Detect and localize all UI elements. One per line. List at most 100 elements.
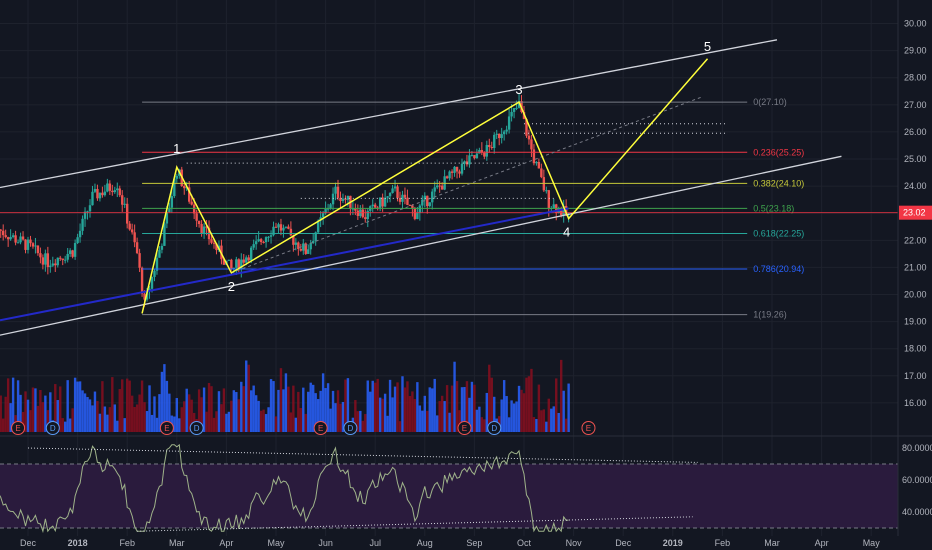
price-channel[interactable] — [0, 39, 842, 336]
candle-body — [396, 186, 399, 198]
volume-bar — [455, 381, 459, 432]
volume-bar — [428, 387, 431, 432]
volume-bar — [250, 390, 253, 432]
volume-bar — [4, 396, 7, 432]
candle-body — [545, 190, 548, 192]
volume-bar — [158, 394, 161, 432]
candle-body — [130, 229, 134, 233]
time-tick-label: Dec — [20, 538, 37, 548]
volume-bar — [542, 409, 546, 432]
volume-bar — [175, 398, 178, 432]
volume-bar — [254, 395, 258, 432]
volume-bar — [121, 379, 124, 432]
volume-bar — [165, 380, 169, 432]
volume-bar — [418, 405, 422, 432]
volume-bar — [269, 379, 273, 432]
volume-bar — [431, 388, 434, 432]
price-axis[interactable]: 16.0017.0018.0019.0020.0021.0022.0023.00… — [897, 0, 932, 536]
volume-bar — [41, 402, 45, 432]
earnings-marker — [457, 421, 472, 435]
candle-body — [158, 249, 161, 258]
candle-body — [96, 188, 99, 199]
elliott-wave[interactable]: 1 2 3 4 5 — [141, 39, 711, 314]
volume-bar — [188, 394, 191, 432]
time-tick-label: Mar — [169, 538, 185, 548]
earnings-marker — [313, 421, 328, 435]
rsi-tick-label: 40.0000 — [902, 507, 932, 517]
volume-bar — [237, 399, 240, 432]
volume-bar — [245, 360, 248, 432]
volume-bar — [61, 418, 64, 432]
candle-body — [103, 191, 107, 196]
wave-path — [141, 58, 709, 314]
volume-bar — [279, 368, 283, 432]
candle-body — [356, 210, 360, 216]
volume-bar — [264, 414, 268, 432]
volume-bar — [73, 377, 77, 432]
volume-bar — [530, 368, 533, 432]
volume-bar — [86, 397, 89, 432]
volume-bar — [34, 388, 37, 432]
volume-bar — [180, 407, 183, 432]
fib-level-label: 0.5(23.18) — [753, 203, 794, 213]
volume-bar — [525, 377, 528, 432]
candle-body — [530, 139, 533, 150]
volume-bar — [552, 406, 555, 432]
time-axis[interactable]: Dec 2018 Feb Mar Apr May Jun Jul Aug Sep Oct Nov Dec… — [20, 538, 880, 548]
earnings-marker — [581, 421, 596, 435]
volume-bar — [527, 376, 531, 432]
volume-bar — [1, 418, 5, 432]
volume-bar — [148, 385, 151, 432]
candle-body — [170, 196, 174, 208]
price-tick-label: 28.00 — [904, 73, 927, 83]
volume-bar — [567, 383, 570, 432]
event-marker-label: E — [462, 424, 467, 433]
candle-body — [138, 253, 141, 268]
volume-bar — [230, 400, 233, 432]
volume-bar — [547, 398, 550, 432]
candle-body — [227, 259, 231, 261]
candle-body — [364, 217, 367, 220]
volume-bar — [312, 384, 315, 432]
candle-body — [326, 208, 330, 210]
candle-body — [237, 259, 240, 270]
volume-bar — [374, 382, 377, 432]
volume-bar — [500, 399, 503, 432]
volume-bar — [68, 418, 72, 432]
candle-body — [428, 202, 431, 207]
volume-bar — [197, 389, 201, 432]
rsi-tick-label: 80.0000 — [902, 443, 932, 453]
volume-bar — [502, 380, 506, 432]
volume-bar — [386, 415, 389, 432]
price-tick-label: 24.00 — [904, 181, 927, 191]
candle-body — [371, 204, 374, 207]
candle-body — [440, 185, 444, 190]
candle-body — [408, 204, 412, 206]
candle-body — [267, 236, 270, 238]
candle-body — [324, 209, 327, 214]
candle-body — [388, 193, 392, 197]
candle-body — [78, 230, 82, 238]
candle-body — [245, 257, 248, 263]
candle-body — [6, 237, 10, 240]
candle-body — [366, 210, 369, 220]
event-marker-label: D — [491, 424, 497, 433]
candle-body — [416, 212, 419, 220]
volume-bar — [207, 382, 211, 432]
volume-bar — [235, 392, 238, 432]
candle-body — [282, 227, 285, 231]
candle-body — [302, 243, 305, 251]
candle-body — [0, 229, 2, 231]
volume-bar — [173, 416, 176, 432]
price-tick-label: 29.00 — [904, 46, 927, 56]
candle-body — [374, 204, 377, 208]
candle-body — [240, 259, 243, 270]
channel-upper — [0, 39, 778, 189]
volume-bar — [493, 396, 496, 432]
fib-level-label: 0.618(22.25) — [753, 229, 804, 239]
dividend-marker — [343, 421, 358, 435]
rsi-line — [0, 443, 569, 534]
volume-bar — [426, 410, 429, 432]
candle-body — [411, 205, 414, 209]
